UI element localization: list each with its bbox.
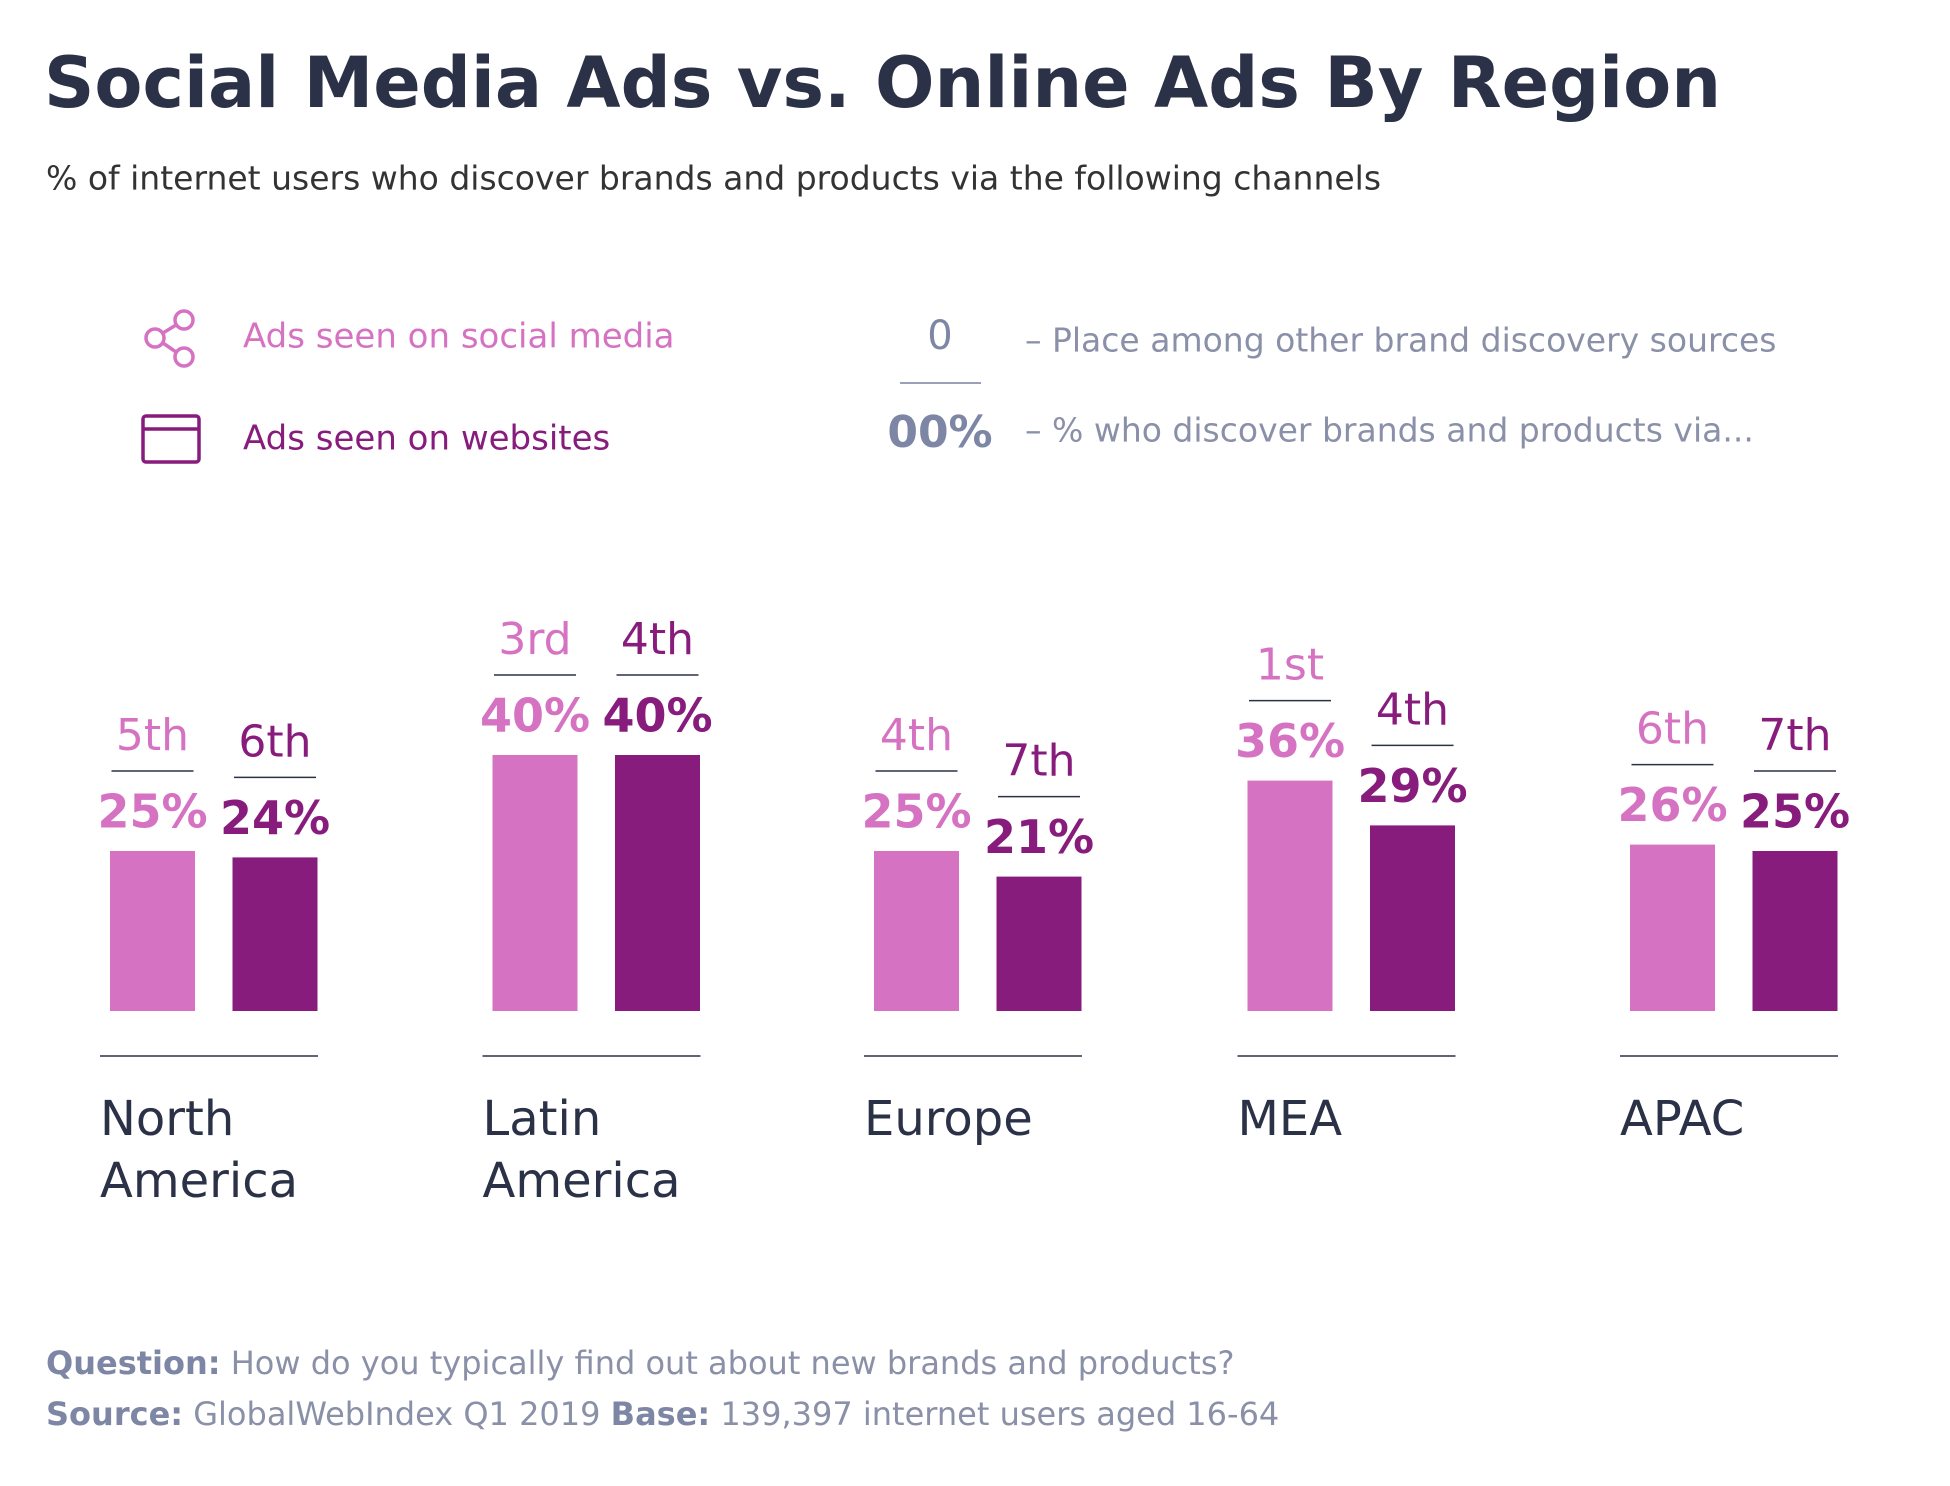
bar bbox=[110, 851, 195, 1011]
chart-title: Social Media Ads vs. Online Ads By Regio… bbox=[44, 42, 1721, 124]
bar bbox=[996, 876, 1082, 1011]
value-label: 25% bbox=[861, 785, 971, 839]
value-label: 29% bbox=[1357, 759, 1467, 813]
rank-label: 1st bbox=[1256, 640, 1324, 691]
value-label: 40% bbox=[480, 689, 590, 743]
key-rank-text: – Place among other brand discovery sour… bbox=[1025, 321, 1776, 360]
rank-label: 5th bbox=[116, 710, 189, 761]
bar bbox=[874, 851, 959, 1011]
value-label: 25% bbox=[1740, 785, 1850, 839]
rank-label: 6th bbox=[1636, 704, 1709, 755]
footer-source: Source: GlobalWebIndex Q1 2019 Base: 139… bbox=[46, 1395, 1279, 1433]
bar bbox=[1370, 825, 1455, 1011]
base-label: Base: bbox=[611, 1395, 711, 1433]
base-text: 139,397 internet users aged 16-64 bbox=[720, 1395, 1279, 1433]
chart-subtitle: % of internet users who discover brands … bbox=[46, 159, 1381, 198]
question-text: How do you typically find out about new … bbox=[231, 1344, 1235, 1382]
legend-label: Ads seen on social media bbox=[243, 317, 674, 357]
category-label: APAC bbox=[1620, 1091, 1745, 1147]
rank-label: 7th bbox=[1758, 710, 1831, 761]
bar bbox=[232, 857, 318, 1011]
key-value-sample: 00% bbox=[887, 407, 992, 458]
legend-label: Ads seen on websites bbox=[243, 419, 610, 459]
footer-question: Question: How do you typically find out … bbox=[46, 1344, 1234, 1382]
rank-label: 4th bbox=[621, 614, 694, 665]
rank-label: 4th bbox=[880, 710, 953, 761]
category-label: Europe bbox=[864, 1091, 1033, 1147]
value-label: 24% bbox=[220, 791, 330, 845]
category-label: Latin America bbox=[482, 1091, 681, 1209]
rank-label: 7th bbox=[1002, 736, 1075, 787]
value-label: 21% bbox=[984, 810, 1094, 864]
source-label: Source: bbox=[46, 1395, 183, 1433]
bar bbox=[492, 755, 578, 1011]
rank-label: 4th bbox=[1376, 684, 1449, 735]
bar bbox=[1247, 780, 1333, 1011]
bar bbox=[1630, 844, 1715, 1011]
category-label: North America bbox=[100, 1091, 298, 1209]
source-text: GlobalWebIndex Q1 2019 bbox=[193, 1395, 600, 1433]
bar bbox=[1752, 851, 1838, 1011]
key-value-text: – % who discover brands and products via… bbox=[1025, 411, 1754, 450]
value-label: 40% bbox=[602, 689, 712, 743]
key-rank-sample: 0 bbox=[927, 313, 952, 359]
rank-label: 6th bbox=[238, 716, 311, 767]
question-label: Question: bbox=[46, 1344, 221, 1382]
value-label: 26% bbox=[1617, 778, 1727, 832]
value-label: 25% bbox=[97, 785, 207, 839]
share-icon bbox=[144, 309, 195, 368]
value-label: 36% bbox=[1235, 714, 1345, 768]
category-label: MEA bbox=[1237, 1091, 1343, 1147]
window-icon bbox=[141, 414, 201, 464]
rank-label: 3rd bbox=[498, 614, 571, 665]
bar bbox=[615, 755, 700, 1011]
